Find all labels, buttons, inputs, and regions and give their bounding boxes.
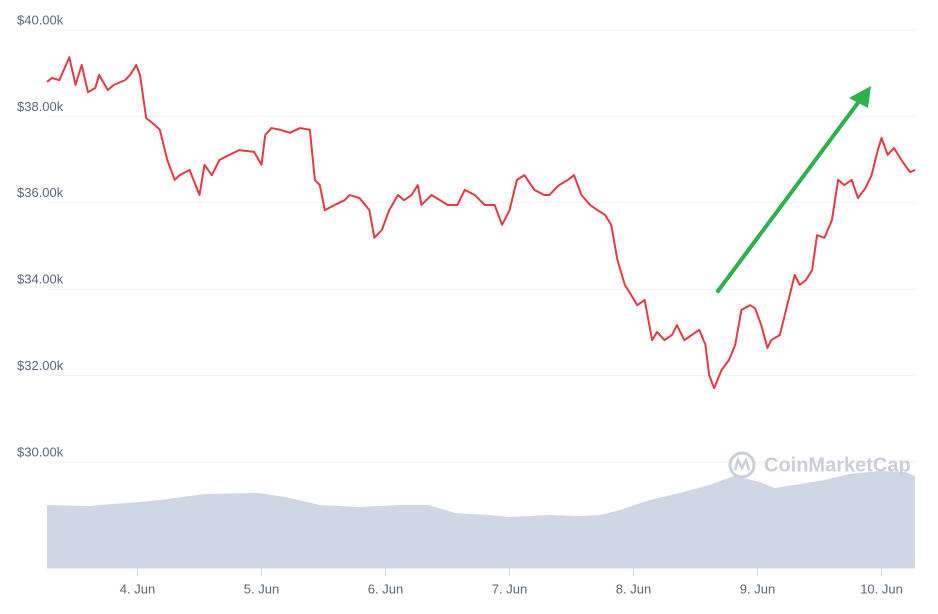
- x-tick-label: 9. Jun: [740, 581, 775, 596]
- x-tick-label: 4. Jun: [120, 581, 155, 596]
- x-tick-label: 6. Jun: [368, 581, 403, 596]
- y-tick-label: $40.00k: [17, 12, 64, 27]
- y-tick-label: $38.00k: [17, 99, 64, 114]
- x-tick-label: 8. Jun: [616, 581, 651, 596]
- watermark: CoinMarketCap: [764, 454, 911, 476]
- y-tick-label: $32.00k: [17, 358, 64, 373]
- x-tick-label: 10. Jun: [860, 581, 903, 596]
- x-tick-label: 5. Jun: [244, 581, 279, 596]
- x-tick-label: 7. Jun: [492, 581, 527, 596]
- trend-arrow: [716, 86, 871, 293]
- watermark-logo: [728, 451, 756, 479]
- volume-area: [47, 471, 915, 568]
- y-tick-label: $36.00k: [17, 185, 64, 200]
- price-line: [46, 56, 916, 390]
- y-tick-label: $30.00k: [17, 444, 64, 459]
- y-tick-label: $34.00k: [17, 272, 64, 287]
